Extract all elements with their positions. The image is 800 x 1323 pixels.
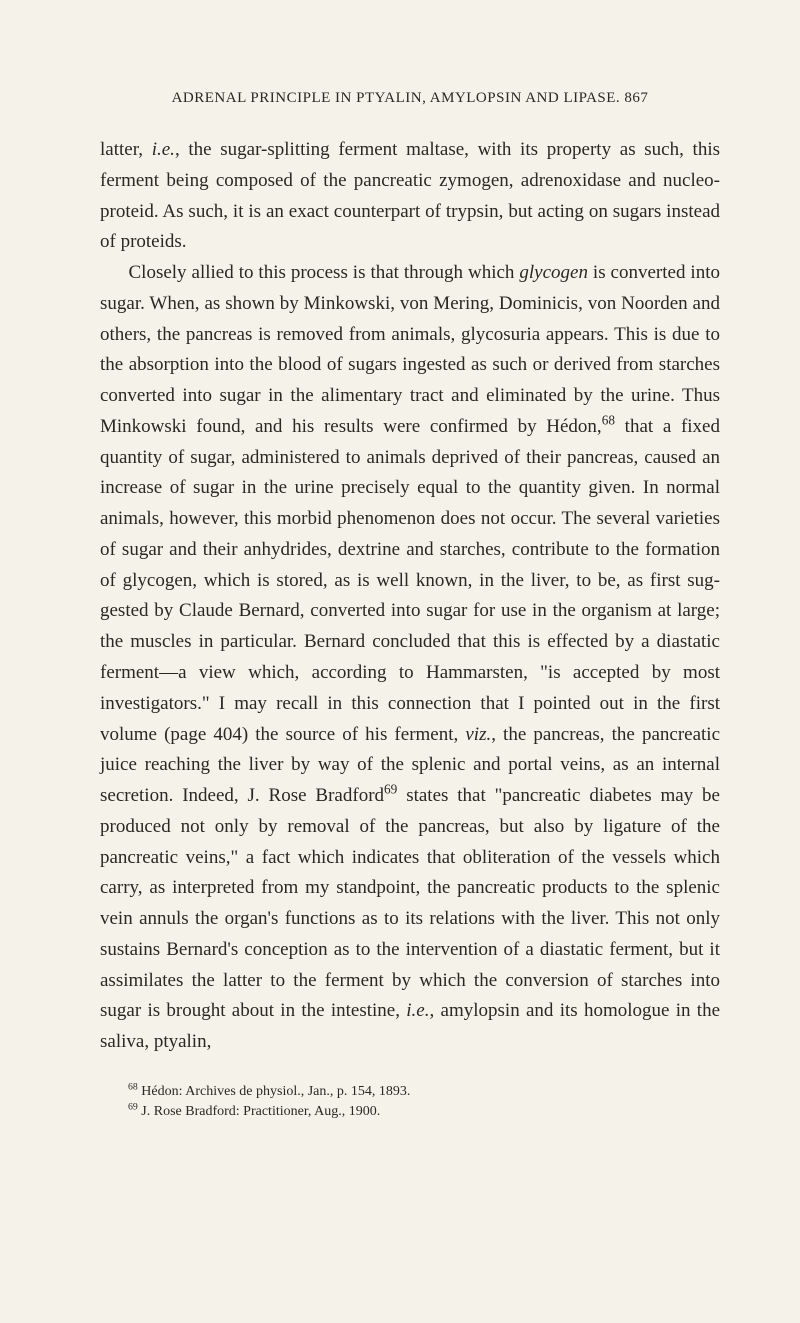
footnote-ref-68: 68 [602, 413, 615, 428]
text-fragment: latter, [100, 139, 152, 160]
italic-viz: viz. [465, 724, 491, 745]
text-fragment: , the sugar-splitting ferment maltase, w… [100, 139, 720, 252]
footnote-text-69: J. Rose Bradford: Practitioner, Aug., 19… [138, 1104, 380, 1119]
text-fragment: states that "pancreatic diabetes may be … [100, 785, 720, 1021]
italic-glycogen: glycogen [519, 262, 588, 283]
italic-ie-2: i.e. [406, 1000, 429, 1021]
text-fragment: Closely allied to this process is that t… [129, 262, 520, 283]
page-number: 867 [624, 90, 648, 106]
footnote-text-68: Hédon: Archives de physiol., Jan., p. 15… [138, 1084, 411, 1099]
footnote-number-69: 69 [128, 1101, 138, 1112]
running-title: ADRENAL PRINCIPLE IN PTYALIN, AMYLOPSIN … [172, 90, 621, 106]
footnote-69: 69 J. Rose Bradford: Practitioner, Aug.,… [100, 1102, 720, 1122]
running-header: ADRENAL PRINCIPLE IN PTYALIN, AMYLOPSIN … [100, 90, 720, 107]
footnotes: 68 Hédon: Archives de physiol., Jan., p.… [100, 1082, 720, 1121]
text-fragment: that a fixed quantity of sugar, administ… [100, 416, 720, 745]
paragraph-1: latter, i.e., the sugar-splitting fermen… [100, 135, 720, 258]
page-container: ADRENAL PRINCIPLE IN PTYALIN, AMYLOPSIN … [0, 0, 800, 1161]
body-text: latter, i.e., the sugar-splitting fermen… [100, 135, 720, 1058]
text-fragment: is converted into sugar. When, as shown … [100, 262, 720, 437]
footnote-ref-69: 69 [384, 782, 397, 797]
italic-ie: i.e. [152, 139, 175, 160]
footnote-number-68: 68 [128, 1081, 138, 1092]
paragraph-2: Closely allied to this process is that t… [100, 258, 720, 1058]
footnote-68: 68 Hédon: Archives de physiol., Jan., p.… [100, 1082, 720, 1102]
